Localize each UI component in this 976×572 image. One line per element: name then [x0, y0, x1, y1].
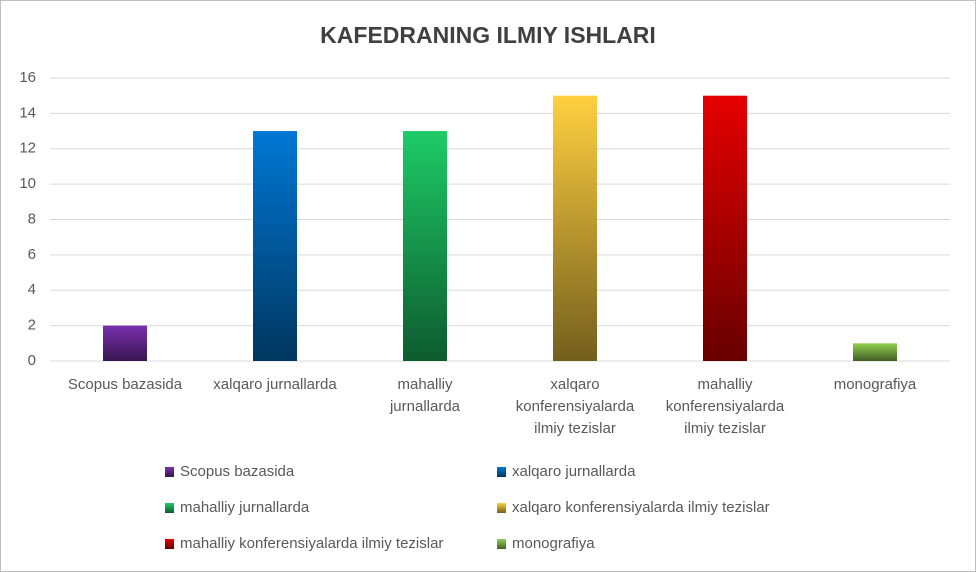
bar [253, 131, 297, 361]
legend-label: xalqaro konferensiyalarda ilmiy tezislar [512, 499, 770, 516]
x-tick-label: xalqaro jurnallarda [213, 376, 337, 393]
legend-label: mahalliy jurnallarda [180, 499, 310, 516]
x-tick-label: mahalliy jurnallarda [389, 376, 461, 415]
legend-swatch [165, 467, 174, 477]
legend-swatch [497, 467, 506, 477]
y-tick-label: 0 [28, 352, 36, 369]
legend-swatch [165, 539, 174, 549]
chart-title: KAFEDRANING ILMIY ISHLARI [320, 22, 656, 48]
legend-label: mahalliy konferensiyalarda ilmiy tezisla… [180, 535, 443, 552]
legend-swatch [497, 503, 506, 513]
y-tick-label: 4 [28, 281, 36, 298]
y-tick-label: 12 [19, 140, 36, 157]
legend-label: Scopus bazasida [180, 463, 295, 480]
legend-label: monografiya [512, 535, 595, 552]
bar [403, 131, 447, 361]
y-tick-label: 8 [28, 210, 36, 227]
legend-swatch [497, 539, 506, 549]
x-tick-label: xalqaro konferensiyalarda ilmiy tezislar [516, 376, 635, 437]
y-tick-label: 6 [28, 246, 36, 263]
bar [553, 95, 597, 361]
x-tick-label: Scopus bazasida [68, 376, 183, 393]
y-tick-label: 10 [19, 175, 36, 192]
legend-label: xalqaro jurnallarda [512, 463, 636, 480]
x-tick-label: monografiya [834, 376, 917, 393]
y-tick-label: 2 [28, 317, 36, 334]
bar [103, 325, 147, 361]
y-tick-label: 16 [19, 69, 36, 86]
legend-swatch [165, 503, 174, 513]
y-tick-label: 14 [19, 104, 36, 121]
x-tick-label: mahalliy konferensiyalarda ilmiy tezislar [666, 376, 785, 437]
bar [853, 343, 897, 361]
bar [703, 95, 747, 361]
